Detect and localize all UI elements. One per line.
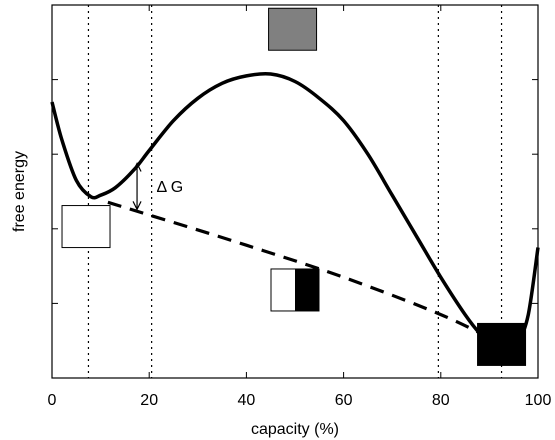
- reference-lines: [87, 5, 503, 378]
- box-fill: [295, 268, 319, 311]
- state-boxes: [61, 7, 527, 366]
- dashed-tangent-line: [107, 200, 500, 345]
- x-tick-label: 80: [432, 392, 450, 409]
- delta-g-arrow-head-bottom: [132, 201, 142, 211]
- x-tick-label: 0: [48, 392, 57, 409]
- full-state-box: [477, 322, 527, 366]
- labels: 0 20 40 60 80 100 capacity (%) free energy Δ G: [11, 151, 551, 438]
- delta-g-arrow-head-top: [132, 162, 142, 172]
- x-tick-label: 40: [238, 392, 256, 409]
- delta-g-arrow: [132, 162, 142, 211]
- box-fill: [268, 8, 317, 51]
- x-axis-label: capacity (%): [251, 421, 339, 438]
- x-tick-label: 20: [140, 392, 158, 409]
- axes: [51, 4, 539, 379]
- delta-g-label: Δ G: [156, 179, 183, 196]
- x-tick-label: 60: [335, 392, 353, 409]
- transition-state-box: [268, 7, 318, 51]
- x-tick-label: 100: [525, 392, 552, 409]
- plot-frame: [51, 4, 539, 379]
- empty-state-box: [61, 205, 111, 249]
- box-background: [62, 205, 111, 248]
- y-axis-label: free energy: [11, 151, 28, 232]
- box-border: [268, 7, 318, 51]
- box-border: [477, 322, 527, 366]
- box-border: [270, 268, 320, 312]
- box-border: [61, 205, 111, 249]
- box-fill: [477, 323, 526, 366]
- half-state-box: [270, 268, 320, 312]
